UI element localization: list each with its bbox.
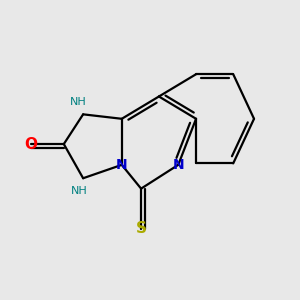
Text: S: S — [136, 221, 147, 236]
Text: N: N — [172, 158, 184, 172]
Text: N: N — [116, 158, 128, 172]
Text: NH: NH — [70, 97, 87, 107]
Text: NH: NH — [70, 186, 87, 196]
Text: O: O — [25, 136, 38, 152]
